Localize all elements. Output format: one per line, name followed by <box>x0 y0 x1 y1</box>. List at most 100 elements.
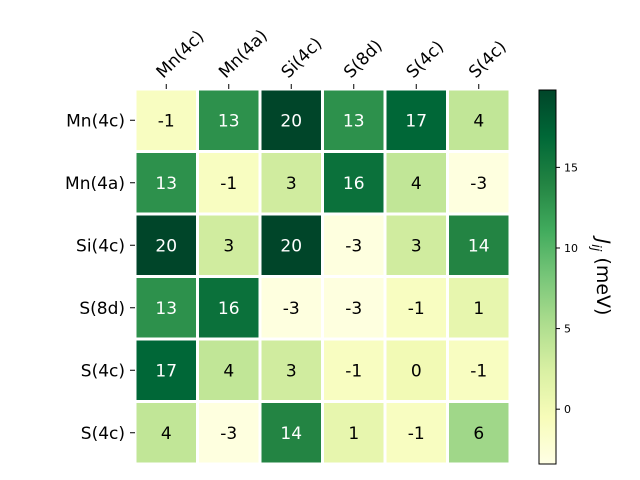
y-tick-label: S(8d) <box>79 299 125 319</box>
heatmap-cell <box>261 153 321 213</box>
cell-value-label: 6 <box>473 424 484 444</box>
cell-value-label: 16 <box>218 299 240 319</box>
cell-value-label: -3 <box>345 236 362 256</box>
y-tick-label: S(4c) <box>81 424 125 444</box>
cell-value-label: -1 <box>408 299 425 319</box>
cell-value-label: 0 <box>411 361 422 381</box>
heatmap-cell <box>449 278 509 338</box>
cell-value-label: 17 <box>405 111 427 131</box>
x-tick-label: S(8d) <box>340 36 386 82</box>
heatmap-cell <box>199 90 259 150</box>
cell-value-label: -3 <box>220 424 237 444</box>
colorbar-gradient <box>538 89 557 465</box>
cell-value-label: 17 <box>155 361 177 381</box>
cell-value-label: -3 <box>470 174 487 194</box>
colorbar: 0 5 10 15 Jij (meV) <box>538 89 614 465</box>
cell-value-label: 4 <box>223 361 234 381</box>
y-tick-label: Mn(4a) <box>65 174 125 194</box>
heatmap-cell <box>324 153 384 213</box>
heatmap-cell <box>386 403 446 463</box>
heatmap-cell <box>386 90 446 150</box>
x-tick-label: Mn(4a) <box>215 26 272 83</box>
y-tick-label: S(4c) <box>81 361 125 381</box>
heatmap-cell <box>386 340 446 400</box>
heatmap-cell <box>449 90 509 150</box>
cell-value-label: 20 <box>155 236 177 256</box>
heatmap-cell <box>199 278 259 338</box>
heatmap-cell <box>136 278 196 338</box>
heatmap-cell <box>136 153 196 213</box>
colorbar-tick-label: 5 <box>564 323 571 336</box>
heatmap-cell <box>449 215 509 275</box>
colorbar-label-symbol: J <box>592 235 614 245</box>
heatmap-cell <box>386 215 446 275</box>
cell-value-label: 20 <box>280 111 302 131</box>
colorbar-ticks: 0 5 10 15 <box>556 161 578 416</box>
cell-value-label: -1 <box>345 361 362 381</box>
cell-value-label: 14 <box>468 236 490 256</box>
cell-value-label: -1 <box>220 174 237 194</box>
x-tick-label: Mn(4c) <box>153 27 209 83</box>
colorbar-label-unit: (meV) <box>592 251 614 315</box>
cell-value-label: 3 <box>286 174 297 194</box>
cell-value-label: -1 <box>158 111 175 131</box>
cell-value-label: 4 <box>161 424 172 444</box>
heatmap-cell <box>136 403 196 463</box>
heatmap-cell <box>199 403 259 463</box>
heatmap-cell <box>261 403 321 463</box>
heatmap-cell <box>199 215 259 275</box>
heatmap-cell <box>324 215 384 275</box>
heatmap-cell <box>324 90 384 150</box>
colorbar-tick-label: 0 <box>564 403 571 416</box>
heatmap-cell <box>136 215 196 275</box>
x-tick-label: S(4c) <box>403 37 448 82</box>
heatmap-cell <box>261 278 321 338</box>
colorbar-tick-label: 10 <box>564 242 578 255</box>
cell-value-label: 16 <box>343 174 365 194</box>
cell-value-label: -3 <box>345 299 362 319</box>
heatmap-cell <box>136 90 196 150</box>
heatmap-cell <box>324 340 384 400</box>
colorbar-tick-label: 15 <box>564 161 578 174</box>
cell-value-label: 1 <box>473 299 484 319</box>
heatmap-cell <box>386 153 446 213</box>
colorbar-label-subscript: ij <box>588 244 603 252</box>
heatmap-cell <box>449 340 509 400</box>
x-tick-label: Si(4c) <box>278 34 327 83</box>
cell-value-label: 13 <box>218 111 240 131</box>
heatmap-cell <box>136 340 196 400</box>
cell-value-label: 13 <box>155 299 177 319</box>
heatmap-cell <box>199 153 259 213</box>
cell-value-label: 13 <box>343 111 365 131</box>
cell-value-label: 13 <box>155 174 177 194</box>
cell-value-label: 4 <box>411 174 422 194</box>
heatmap-cell <box>324 278 384 338</box>
cell-value-label: 4 <box>473 111 484 131</box>
cell-value-label: -1 <box>408 424 425 444</box>
cell-value-label: -3 <box>283 299 300 319</box>
heatmap-cell <box>261 340 321 400</box>
heatmap-cell <box>324 403 384 463</box>
cell-value-label: -1 <box>470 361 487 381</box>
heatmap-cells <box>136 90 509 463</box>
heatmap-cell <box>261 215 321 275</box>
y-axis-ticks: Mn(4c) Mn(4a) Si(4c) S(8d) S(4c) S(4c) <box>65 111 135 444</box>
heatmap-cell <box>199 340 259 400</box>
y-tick-label: Si(4c) <box>76 236 125 256</box>
cell-value-label: 3 <box>411 236 422 256</box>
heatmap-cell <box>261 90 321 150</box>
cell-value-label: 3 <box>223 236 234 256</box>
y-tick-label: Mn(4c) <box>66 111 125 131</box>
colorbar-label: Jij (meV) <box>588 235 614 316</box>
heatmap-cell <box>449 403 509 463</box>
cell-value-label: 14 <box>280 424 302 444</box>
cell-value-label: 1 <box>348 424 359 444</box>
heatmap-cell <box>449 153 509 213</box>
cell-value-label: 3 <box>286 361 297 381</box>
x-axis-ticks: Mn(4c) Mn(4a) Si(4c) S(8d) S(4c) S(4c) <box>153 26 511 89</box>
cell-value-label: 20 <box>280 236 302 256</box>
heatmap-cell <box>386 278 446 338</box>
x-tick-label: S(4c) <box>465 37 510 82</box>
